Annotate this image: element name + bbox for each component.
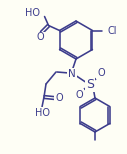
Text: N: N [68, 69, 76, 79]
Text: O: O [97, 68, 105, 78]
Text: O: O [75, 90, 83, 100]
Text: S: S [86, 77, 94, 91]
Text: O: O [55, 93, 63, 103]
Text: HO: HO [35, 108, 50, 118]
Text: O: O [37, 32, 44, 43]
Text: Cl: Cl [107, 26, 117, 36]
Text: HO: HO [25, 8, 39, 18]
